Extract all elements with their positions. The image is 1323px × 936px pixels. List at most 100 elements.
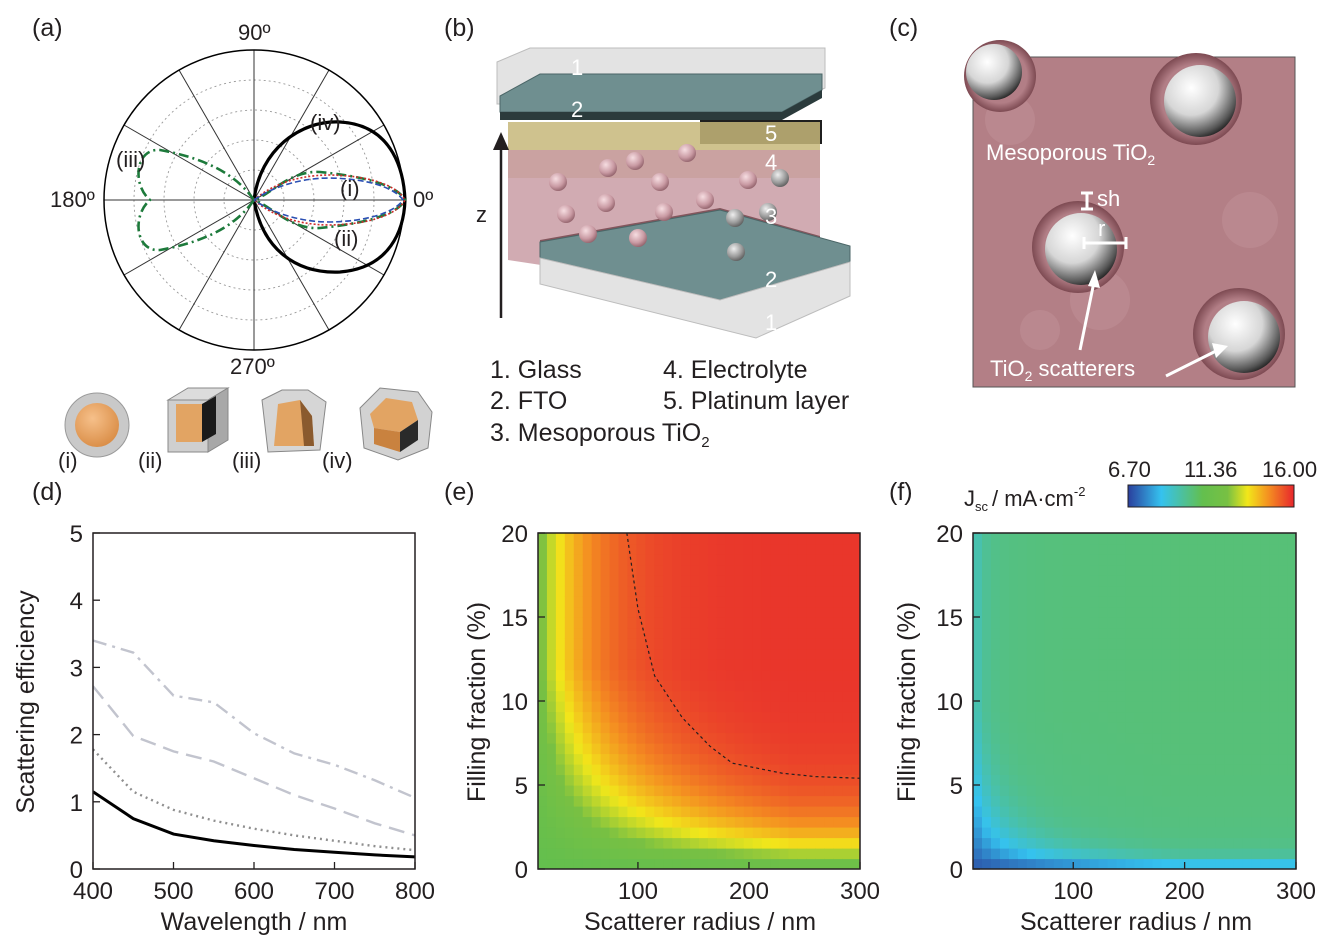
heatmap-e-cell (582, 627, 593, 639)
heatmap-f-cell (1107, 585, 1118, 597)
heatmap-f-cell (1278, 732, 1288, 744)
heatmap-f-cell (1098, 795, 1109, 807)
heatmap-e-cell (699, 690, 709, 702)
heatmap-f-cell (1008, 533, 1019, 545)
heatmap-e-cell (573, 648, 584, 660)
heatmap-f-cell (1161, 795, 1171, 807)
heatmap-f-cell (999, 648, 1010, 660)
chart-d-x-tick-label: 800 (395, 878, 435, 905)
heatmap-f-cell (1026, 753, 1037, 765)
heatmap-e-cell (618, 648, 629, 660)
heatmap-f-cell (1233, 585, 1243, 597)
heatmap-e-cell (627, 659, 637, 671)
heatmap-f-cell (1089, 564, 1100, 576)
heatmap-f-cell (1269, 564, 1279, 576)
curve-label-ii: (ii) (334, 226, 358, 251)
heatmap-e-cell (681, 827, 691, 839)
heatmap-f-cell (1242, 795, 1252, 807)
heatmap-f-cell (1161, 743, 1171, 755)
heatmap-f-cell (1053, 543, 1064, 555)
heatmap-f-cell (1224, 722, 1234, 734)
heatmap-f-cell (1242, 554, 1252, 566)
heatmap-f-cell (999, 722, 1010, 734)
heatmap-f-cell (1161, 848, 1171, 860)
heatmap-e-cell (538, 680, 548, 692)
heatmap-f-cell (1278, 837, 1288, 849)
heatmap-f-cell (1251, 669, 1261, 681)
heatmap-f-cell (1143, 585, 1154, 597)
heatmap-f-cell (1035, 669, 1046, 681)
heatmap-f-cell (1053, 627, 1064, 639)
heatmap-e-cell (582, 606, 593, 618)
mesoporous-spheres (549, 144, 789, 261)
polar-angle-180: 180º (50, 187, 95, 212)
heatmap-f-cell (1062, 564, 1073, 576)
heatmap-e-cell (761, 680, 772, 692)
heatmap-e-cell (797, 743, 807, 755)
heatmap-f-cell (1071, 722, 1082, 734)
heatmap-e-cell (824, 785, 834, 797)
heatmap-e-cell (609, 564, 620, 576)
heatmap-e-cell (538, 774, 548, 786)
heatmap-f-cell (1188, 711, 1198, 723)
heatmap-e-cell (779, 753, 790, 765)
heatmap-e-cell (555, 722, 566, 734)
heatmap-e-cell (851, 690, 860, 702)
heatmap-e-cell (833, 638, 843, 650)
heatmap-e-cell (761, 827, 772, 839)
heatmap-e-cell (806, 837, 816, 849)
heatmap-f-cell (1260, 564, 1270, 576)
heatmap-e-cell (842, 785, 852, 797)
heatmap-f-cell (1062, 795, 1073, 807)
heatmap-f-cell (1134, 627, 1145, 639)
heatmap-f-cell (990, 848, 1001, 860)
heatmap-e-cell (815, 596, 825, 608)
heatmap-e-cell (806, 722, 816, 734)
heatmap-f-cell (1233, 722, 1243, 734)
heatmap-f-cell (1071, 732, 1082, 744)
heatmap-f-cell (1170, 711, 1180, 723)
heatmap-e-cell (636, 648, 646, 660)
curve-label-iii: (iii) (116, 147, 145, 172)
heatmap-f-cell (1224, 701, 1234, 713)
x-axis-label-f: Scatterer radius / nm (1020, 908, 1252, 936)
heatmap-f-cell (1143, 711, 1154, 723)
heatmap-e-cell (707, 785, 718, 797)
heatmap-e-cell (645, 701, 655, 713)
heatmap-f-cell (1170, 795, 1180, 807)
heatmap-e-cell (681, 596, 691, 608)
heatmap-e-cell (564, 575, 575, 587)
heatmap-f-cell (1206, 806, 1216, 818)
heatmap-e-cell (555, 575, 566, 587)
heatmap-e-cell (779, 648, 790, 660)
heatmap-f-cell (1233, 732, 1243, 744)
heatmap-e-cell (716, 858, 727, 869)
heatmap-f-cell (1188, 648, 1198, 660)
heatmap-f-cell (1170, 690, 1180, 702)
heatmap-e-cell (538, 711, 548, 723)
heatmap-f-cell (1152, 774, 1163, 786)
heatmap-f-cell (1251, 585, 1261, 597)
heatmap-f-cell (1008, 617, 1019, 629)
heatmap-f-cell (1215, 764, 1225, 776)
heatmap-e-cell (645, 764, 655, 776)
heatmap-f-cell (1044, 795, 1055, 807)
heatmap-f-cell (1152, 617, 1163, 629)
heatmap-f-cell (1152, 554, 1163, 566)
heatmap-e-cell (591, 795, 602, 807)
heatmap-f-cell (1053, 848, 1064, 860)
heatmap-e-cell (716, 617, 727, 629)
heatmap-e-cell (600, 732, 611, 744)
heatmap-e-cell (725, 795, 736, 807)
heatmap-e-cell (761, 764, 772, 776)
heatmap-e-cell (788, 680, 798, 692)
heatmap-e-cell (627, 722, 637, 734)
heatmap-e-cell (716, 827, 727, 839)
heatmap-f-cell (1143, 806, 1154, 818)
heatmap-f-cell (1080, 554, 1091, 566)
heatmap-e-cell (681, 617, 691, 629)
z-axis-label: z (476, 202, 487, 227)
heatmap-e-cell (672, 627, 682, 639)
heatmap-f-cell (1062, 848, 1073, 860)
